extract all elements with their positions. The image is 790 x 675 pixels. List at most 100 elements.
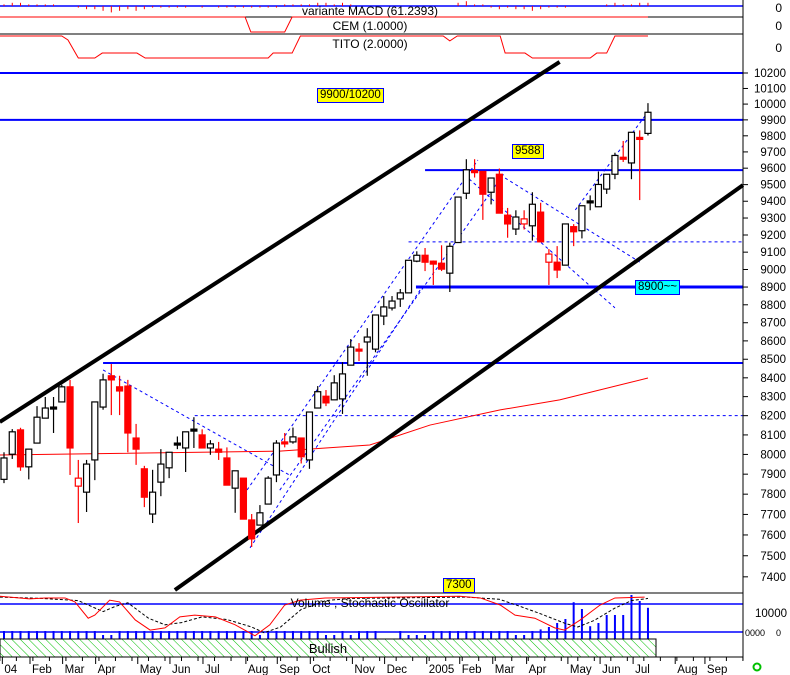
candle-body [49, 406, 58, 410]
candle-body [165, 451, 173, 469]
x-tick-label: Sep [279, 664, 299, 675]
candle-body [446, 245, 454, 274]
candle-body [355, 348, 363, 352]
candle-body [190, 428, 198, 432]
candle-body [594, 183, 603, 208]
x-tick-label: Mar [65, 664, 85, 675]
cem-panel [0, 16, 648, 33]
y-tick-label: 8000 [760, 449, 786, 461]
candle-body [198, 434, 206, 449]
macd-zero-label: 0 [775, 1, 782, 15]
y-tick-label: 7900 [760, 469, 786, 481]
candle-body [322, 395, 330, 404]
x-tick-label: May [140, 664, 162, 675]
y-tick-label: 8900 [760, 282, 786, 294]
candle-body [603, 173, 611, 190]
y-tick-label: 8300 [760, 392, 786, 404]
y-tick-label: 8500 [760, 354, 786, 366]
candle-body [636, 136, 644, 141]
y-tick-label: 7500 [760, 551, 786, 563]
candle-body [561, 223, 570, 266]
y-tick-label: 9700 [760, 147, 786, 159]
candle-body [107, 375, 115, 381]
dashed-trend-line [249, 289, 421, 549]
x-tick-label: Jul [205, 664, 220, 675]
candle-body [223, 457, 231, 486]
y-tick-label: 8700 [760, 318, 786, 330]
y-tick-label: 7600 [760, 530, 786, 542]
candle-body [182, 431, 190, 449]
candle-body [115, 386, 124, 392]
x-tick-label: 2005 [429, 664, 455, 675]
candle-body [8, 431, 16, 455]
candle-body [371, 314, 380, 350]
candle-body [545, 253, 553, 263]
x-tick-label: Feb [462, 664, 482, 675]
x-tick-label: 04 [4, 664, 17, 675]
candle-body [91, 401, 99, 461]
cem-line [0, 16, 648, 33]
candle-body [553, 261, 561, 271]
y-tick-label: 7800 [760, 489, 786, 501]
stochastic-axis-label: 10000 [755, 608, 787, 620]
x-tick-label: Oct [312, 664, 331, 675]
signal-band [0, 638, 657, 658]
x-tick-label: Jun [172, 664, 191, 675]
candle-body [173, 442, 181, 446]
cem-title: CEM (1.0000) [333, 19, 408, 33]
candle-body [619, 156, 627, 160]
candle-body [157, 463, 165, 483]
candle-body [578, 205, 586, 232]
stochastic-d-line [0, 596, 649, 634]
annotation-9900-10200: 9900/10200 [317, 88, 384, 103]
signal-band-label: Bullish [309, 641, 347, 656]
candle-body [256, 512, 264, 526]
candle-body [380, 306, 388, 317]
x-tick-label: Nov [354, 664, 375, 675]
candle-body [520, 218, 528, 225]
stochastic-k-line [0, 595, 645, 637]
candle-body [504, 214, 512, 225]
candle-body [388, 300, 396, 309]
y-tick-label: 8400 [760, 373, 786, 385]
y-tick-label: 10200 [754, 68, 786, 80]
y-tick-label: 9100 [760, 247, 786, 259]
candle-body [16, 429, 25, 468]
candle-body [289, 436, 297, 443]
candle-body [0, 457, 8, 480]
candle-body [82, 463, 91, 493]
candle-body [305, 411, 314, 461]
y-tick-label: 9800 [760, 131, 786, 143]
candle-body [297, 437, 305, 458]
cem-zero-label: 0 [775, 19, 782, 33]
y-tick-label: 9500 [760, 180, 786, 192]
candle-body [495, 173, 503, 214]
dashed-trend-line [279, 171, 506, 491]
candle-body [239, 477, 248, 520]
candle-body [248, 519, 256, 540]
candle-body [487, 177, 495, 193]
candle-body [272, 442, 281, 476]
volume-axis-label: 0000 [745, 628, 765, 638]
candles [0, 103, 652, 547]
x-tick-label: Jul [635, 664, 650, 675]
x-tick-label: Feb [32, 664, 52, 675]
y-tick-label: 9200 [760, 230, 786, 242]
candle-body [627, 131, 636, 164]
x-tick-label: Aug [677, 664, 697, 675]
candle-body [74, 477, 82, 487]
macd-panel [3, 1, 649, 13]
y-tick-label: 8800 [760, 300, 786, 312]
candle-body [586, 200, 594, 204]
y-tick-label: 8600 [760, 336, 786, 348]
x-tick-label: Sep [707, 664, 727, 675]
candle-body [429, 260, 437, 265]
candle-body [330, 382, 338, 401]
channel-line [0, 60, 561, 424]
candle-body [413, 254, 421, 262]
candle-body [215, 448, 223, 453]
x-tick-label: May [570, 664, 592, 675]
candle-body [231, 470, 239, 489]
candle-body [206, 443, 214, 449]
y-tick-label: 10000 [754, 99, 786, 111]
